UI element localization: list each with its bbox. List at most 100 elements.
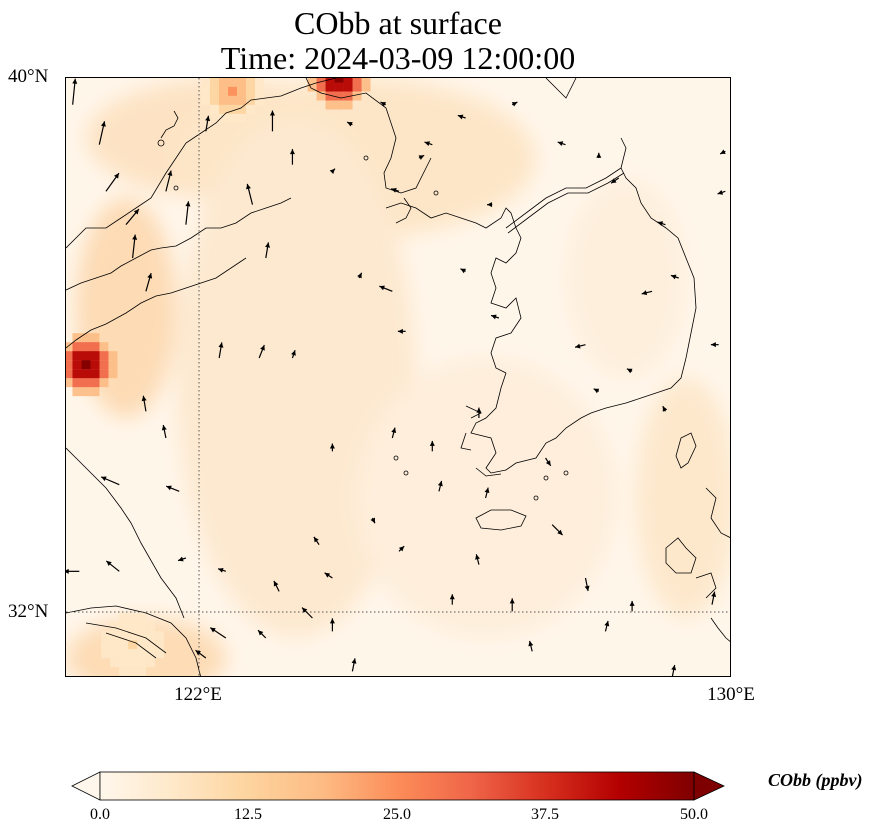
colorbar-gradient	[99, 771, 695, 801]
wind-arrow	[161, 424, 167, 439]
hotspot-cell	[201, 95, 210, 105]
wind-arrow	[246, 183, 254, 205]
hotspot-cell	[90, 360, 100, 370]
lon-label-130e: 130°E	[707, 684, 755, 705]
wind-arrow	[380, 101, 387, 107]
wind-arrow	[324, 572, 333, 579]
hotspot-cell	[137, 613, 147, 623]
wind-arrow	[528, 640, 534, 652]
wind-arrow	[457, 114, 466, 120]
hotspot-cell	[66, 378, 73, 388]
hotspot-cell	[90, 378, 100, 388]
hotspot-cell	[72, 333, 82, 343]
wind-arrow	[719, 149, 726, 155]
hotspot-cell	[137, 640, 147, 650]
hotspot-cell	[307, 78, 317, 83]
hotspot-cell	[99, 342, 109, 352]
colorbar-extend-max	[693, 771, 725, 801]
hotspot-cell	[110, 622, 120, 632]
wind-arrow	[258, 344, 265, 359]
wind-arrow	[72, 78, 78, 105]
hotspot-cell	[72, 378, 82, 388]
hotspot-cell	[228, 113, 237, 123]
hotspot-cell	[110, 658, 120, 668]
hotspot-cell	[219, 78, 228, 87]
wind-arrow	[257, 629, 267, 639]
hotspot-cell	[219, 104, 228, 114]
hotspot-cell	[72, 342, 82, 352]
hotspot-cell	[99, 360, 109, 370]
wind-arrow	[604, 620, 610, 632]
hotspot-cell	[228, 78, 237, 87]
hotspot-cell	[146, 631, 156, 641]
hotspot-cell	[155, 631, 165, 641]
hotspot-cell	[201, 78, 210, 87]
wind-arrow	[662, 405, 668, 412]
wind-arrow	[670, 274, 679, 280]
wind-arrow	[265, 242, 271, 259]
hotspot-cell	[99, 378, 109, 388]
hotspot-cell	[66, 369, 73, 379]
wind-arrow	[165, 485, 180, 492]
hotspot-cell	[325, 91, 335, 101]
hotspot-cell	[325, 82, 335, 92]
hotspot-cell	[201, 86, 210, 96]
cobb-concentration-field	[66, 78, 730, 676]
hotspot-cell	[119, 658, 129, 668]
colorbar-tick: 50.0	[680, 806, 708, 823]
map-subtitle-time: Time: 2024-03-09 12:00:00	[220, 40, 576, 76]
hotspot-cell	[219, 113, 228, 123]
hotspot-cell	[219, 86, 228, 96]
wind-arrow	[584, 577, 590, 592]
wind-arrow	[511, 101, 518, 107]
hotspot-cell	[146, 658, 156, 668]
hotspot-cell	[101, 631, 111, 641]
wind-arrow	[391, 427, 397, 439]
hotspot-cell	[316, 91, 326, 101]
hotspot-cell	[90, 342, 100, 352]
hotspot-cell	[72, 351, 82, 361]
hotspot-cell	[128, 667, 138, 676]
hotspot-cell	[146, 622, 156, 632]
hotspot-cell	[361, 82, 371, 92]
wind-arrow	[476, 407, 482, 418]
map-panel[interactable]	[65, 77, 731, 677]
hotspot-cell	[66, 360, 73, 370]
wind-arrow	[437, 480, 443, 492]
wind-arrow	[379, 285, 393, 292]
wind-arrow	[398, 545, 405, 552]
wind-arrow	[711, 591, 717, 605]
wind-arrow	[418, 154, 425, 160]
hotspot-cell	[81, 333, 91, 343]
hotspot-cell	[128, 649, 138, 659]
hotspot-cell	[237, 104, 246, 114]
hotspot-cell	[255, 86, 264, 96]
hotspot-cell	[334, 91, 344, 101]
wind-arrow	[313, 536, 320, 545]
hotspot-cell	[325, 78, 335, 83]
hotspot-cell	[108, 351, 118, 361]
hotspot-cell	[343, 100, 353, 110]
hotspot-cell	[325, 100, 335, 110]
wind-arrow	[574, 343, 586, 349]
wind-arrow	[273, 580, 280, 592]
wind-arrow	[370, 517, 376, 524]
hotspot-cell	[128, 631, 138, 641]
wind-arrow	[626, 368, 633, 374]
wind-arrow	[132, 234, 138, 259]
wind-arrow	[269, 110, 275, 132]
hotspot-cell	[90, 351, 100, 361]
hotspot-cell	[128, 622, 138, 632]
lon-label-122e: 122°E	[174, 684, 222, 705]
wind-arrow	[165, 170, 173, 192]
lat-label-32n: 32°N	[8, 601, 49, 622]
coastlines	[66, 78, 730, 676]
wind-arrow	[329, 168, 336, 175]
hotspot-cell	[316, 82, 326, 92]
hotspot-cell	[237, 113, 246, 123]
wind-arrow	[66, 568, 80, 574]
wind-arrow	[329, 618, 335, 632]
wind-arrow	[209, 627, 227, 639]
hotspot-cell	[137, 622, 147, 632]
hotspot-cell	[90, 387, 100, 397]
